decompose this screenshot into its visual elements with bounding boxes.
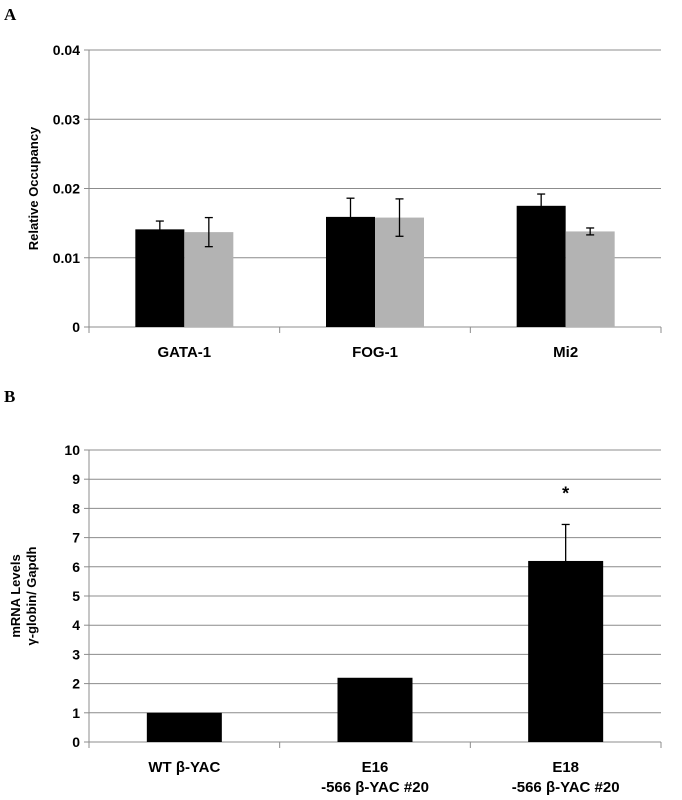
- x-tick-label: Mi2: [553, 344, 578, 361]
- y-axis-label: mRNA Levels: [8, 554, 23, 637]
- y-tick-label: 6: [72, 559, 80, 575]
- y-tick-label: 0.02: [53, 181, 80, 197]
- x-tick-label: GATA-1: [158, 344, 212, 361]
- bar: [516, 205, 566, 327]
- y-tick-label: 8: [72, 500, 80, 516]
- y-axis-label: γ-globin/ Gapdh: [24, 546, 39, 645]
- y-tick-label: 0.04: [53, 42, 80, 58]
- y-tick-label: 0.01: [53, 250, 80, 266]
- y-tick-label: 0: [72, 734, 80, 750]
- significance-annotation: *: [562, 483, 569, 503]
- x-tick-label: -566 β-YAC #20: [321, 779, 429, 796]
- x-tick-label: FOG-1: [352, 344, 398, 361]
- y-tick-label: 10: [64, 442, 80, 458]
- x-tick-label: WT β-YAC: [148, 759, 220, 776]
- y-tick-label: 5: [72, 588, 80, 604]
- y-tick-label: 4: [72, 617, 80, 633]
- chart-a: 0 0.01 0.02 0.03 0.04 GATA-1 FOG-1 Mi2 Relative …: [26, 42, 662, 361]
- y-tick-label: 9: [72, 471, 80, 487]
- panel-b-label: B: [4, 387, 15, 406]
- bar: [184, 232, 234, 327]
- bar: [337, 677, 413, 742]
- bar: [565, 231, 615, 327]
- bar: [146, 712, 222, 742]
- panel-a-label: A: [4, 5, 17, 24]
- y-tick-label: 0.03: [53, 111, 80, 127]
- bar: [135, 229, 185, 327]
- x-tick-label: -566 β-YAC #20: [512, 779, 620, 796]
- x-tick-label: E16: [362, 759, 389, 776]
- x-tick-label: E18: [552, 759, 579, 776]
- y-axis-label: Relative Occupancy: [26, 126, 41, 250]
- chart-b: 0 1 2 3 4 5 6 7 8 9 10 WT β-YAC E16 -566 β-YAC #20 E18…: [8, 442, 662, 796]
- y-tick-label: 1: [72, 705, 80, 721]
- y-tick-label: 2: [72, 676, 80, 692]
- y-tick-label: 7: [72, 530, 80, 546]
- y-tick-label: 3: [72, 646, 80, 662]
- y-tick-label: 0: [72, 319, 80, 335]
